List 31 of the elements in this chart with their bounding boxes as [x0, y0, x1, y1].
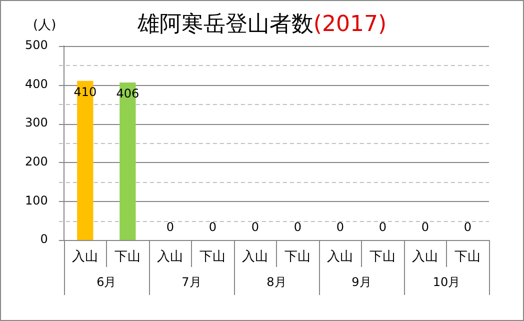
x-tick-label: 入山: [242, 249, 268, 264]
x-tick-label: 下山: [454, 249, 481, 264]
data-label: 0: [464, 220, 472, 234]
text: 10月: [432, 275, 460, 290]
data-label: 0: [294, 220, 302, 234]
x-tick-label: 入山: [157, 249, 184, 264]
x-tick-label: 入山: [72, 249, 98, 264]
text: 7月: [182, 275, 202, 290]
y-tick-label: 0: [40, 232, 48, 246]
x-tick-label: 入山: [327, 249, 354, 264]
y-tick-label: 100: [25, 193, 48, 208]
x-tick-label: 入山: [412, 249, 438, 264]
y-tick-label: 300: [25, 116, 48, 130]
x-tick-label: 下山: [370, 249, 396, 264]
text: 8月: [266, 275, 286, 290]
y-axis-title: (人): [33, 17, 56, 34]
text: 6月: [96, 275, 116, 290]
data-label: 0: [336, 220, 344, 234]
y-tick-label: 200: [25, 154, 48, 169]
x-tick-label: 下山: [200, 249, 226, 264]
data-label: 0: [421, 220, 430, 234]
x-tick-label: 下山: [114, 249, 141, 264]
text: 9月: [352, 275, 372, 290]
chart-title: 雄阿寒岳登山者数(2017): [137, 12, 387, 37]
y-tick-label: 500: [25, 38, 48, 52]
data-label: 0: [166, 220, 174, 234]
y-tick-label: 400: [25, 76, 48, 91]
x-tick-label: 下山: [284, 249, 311, 264]
data-label: 0: [208, 220, 217, 234]
data-label: 0: [378, 220, 387, 234]
data-label: 0: [251, 220, 260, 234]
